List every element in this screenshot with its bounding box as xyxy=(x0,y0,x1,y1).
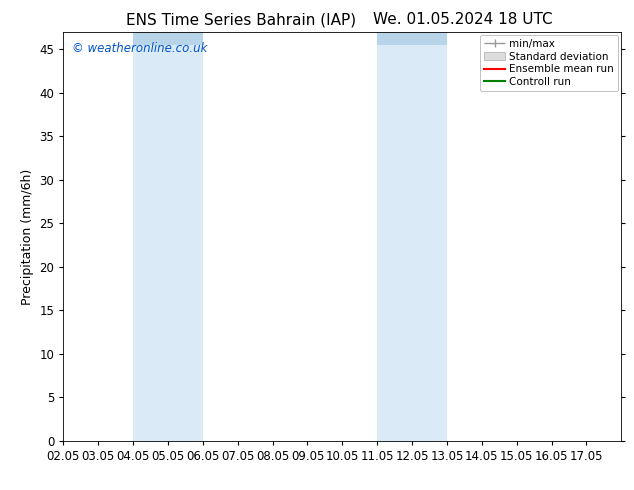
Text: ENS Time Series Bahrain (IAP): ENS Time Series Bahrain (IAP) xyxy=(126,12,356,27)
Bar xyxy=(133,32,203,441)
Text: © weatheronline.co.uk: © weatheronline.co.uk xyxy=(72,42,207,55)
Bar xyxy=(377,32,447,45)
Text: We. 01.05.2024 18 UTC: We. 01.05.2024 18 UTC xyxy=(373,12,553,27)
Bar xyxy=(133,32,203,45)
Legend: min/max, Standard deviation, Ensemble mean run, Controll run: min/max, Standard deviation, Ensemble me… xyxy=(480,35,618,91)
Bar xyxy=(377,32,447,441)
Y-axis label: Precipitation (mm/6h): Precipitation (mm/6h) xyxy=(21,168,34,305)
